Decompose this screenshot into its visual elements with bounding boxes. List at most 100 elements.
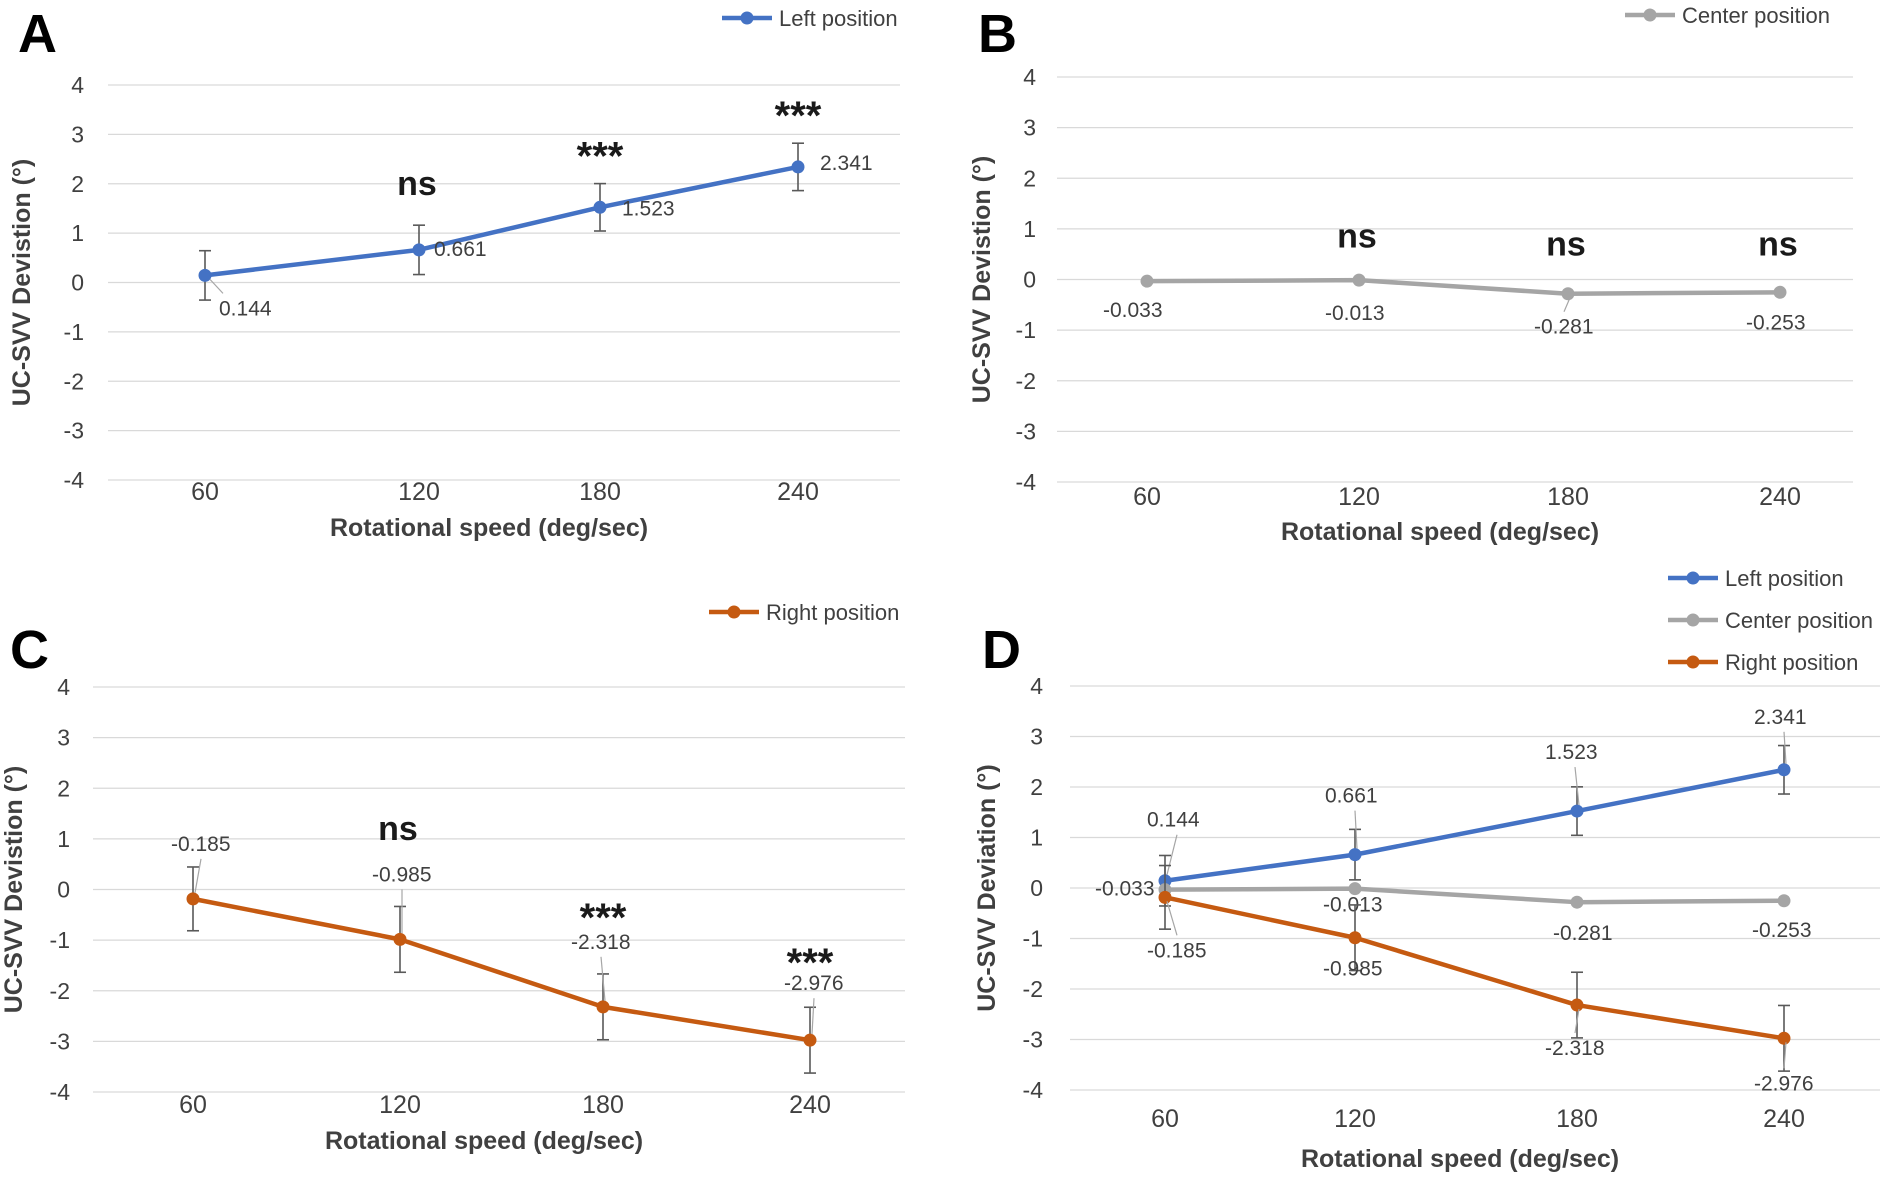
y-tick-label: 4 — [57, 674, 70, 700]
data-point — [1570, 998, 1584, 1012]
data-point — [1777, 1031, 1791, 1045]
legend: Left position Center position Right positi… — [1668, 566, 1873, 675]
data-label: 0.661 — [434, 238, 487, 261]
label-leader-line — [1783, 731, 1787, 764]
data-point — [393, 932, 407, 946]
panel-label: D — [982, 620, 1021, 680]
label-leader-line — [1574, 1008, 1580, 1034]
data-point — [803, 1033, 817, 1047]
y-tick-label: -3 — [64, 418, 84, 444]
y-tick-label: 3 — [1023, 115, 1036, 141]
y-tick-label: -1 — [1016, 317, 1036, 343]
y-tick-label: -1 — [50, 927, 70, 953]
label-leader-line — [1783, 1042, 1787, 1069]
legend-swatch-marker — [1643, 8, 1657, 22]
data-point — [1140, 274, 1154, 288]
data-point — [1777, 894, 1791, 908]
x-axis-title: Rotational speed (deg/sec) — [325, 1127, 643, 1155]
series-line — [204, 164, 799, 278]
y-tick-label: 4 — [71, 72, 84, 98]
data-point — [1352, 273, 1366, 287]
legend: Right position — [709, 600, 899, 625]
y-tick-label: -4 — [1023, 1077, 1044, 1103]
data-label: 2.341 — [1754, 706, 1807, 729]
x-axis-title: Rotational speed (deg/sec) — [330, 514, 648, 542]
x-tick-label: 180 — [579, 478, 621, 506]
series-line — [192, 896, 811, 1043]
data-label: -2.976 — [784, 972, 844, 995]
label-leader-line — [1166, 834, 1178, 875]
data-label: -0.985 — [372, 863, 432, 886]
x-axis-title: Rotational speed (deg/sec) — [1281, 518, 1599, 546]
legend-swatch-marker — [1686, 571, 1700, 585]
y-tick-label: 1 — [57, 826, 70, 852]
y-axis-title: UC-SVV Deviation (°) — [973, 764, 1001, 1012]
data-label: -0.281 — [1534, 316, 1594, 339]
data-label: -2.976 — [1754, 1072, 1814, 1095]
y-tick-label: -2 — [1016, 368, 1036, 394]
label-leader-line — [1574, 767, 1580, 806]
legend-label: Right position — [766, 600, 899, 625]
data-label: -0.185 — [1147, 939, 1207, 962]
data-point — [198, 268, 212, 282]
significance-ns: ns — [378, 810, 418, 848]
data-point — [1773, 285, 1787, 299]
panel-a: 4 3 2 1 0 -1 -2 -3 -4 60 120 180 240 Rotational speed… — [8, 4, 900, 542]
data-point — [1158, 890, 1172, 904]
significance-stars: *** — [787, 941, 834, 985]
data-label: 2.341 — [820, 152, 873, 175]
legend-label: Center position — [1725, 608, 1873, 633]
label-leader-line — [811, 998, 815, 1035]
y-tick-label: 0 — [71, 270, 84, 296]
y-tick-label: -2 — [64, 368, 84, 394]
x-tick-label: 240 — [789, 1091, 831, 1119]
data-point — [1570, 804, 1584, 818]
significance-ns: ns — [397, 165, 437, 203]
y-axis-title: UC-SVV Devistion (°) — [968, 156, 996, 404]
x-tick-label: 240 — [1759, 483, 1801, 511]
y-tick-label: 3 — [57, 725, 70, 751]
significance-ns: ns — [1546, 226, 1586, 264]
y-tick-label: 2 — [1030, 774, 1043, 800]
significance-stars: *** — [577, 135, 624, 179]
legend-swatch-marker — [1686, 613, 1700, 627]
y-tick-label: 3 — [1030, 724, 1043, 750]
data-label: -0.033 — [1103, 299, 1163, 322]
y-tick-label: -2 — [1023, 976, 1043, 1002]
data-label: -0.281 — [1553, 922, 1613, 945]
significance-ns: ns — [1758, 226, 1798, 264]
y-tick-label: -3 — [1016, 418, 1036, 444]
data-point — [1348, 848, 1362, 862]
x-tick-label: 240 — [1763, 1105, 1805, 1133]
significance-ns: ns — [1337, 218, 1377, 256]
label-leader-line — [194, 858, 202, 893]
panel-label: A — [18, 4, 57, 64]
y-tick-label: -3 — [50, 1028, 70, 1054]
x-tick-label: 180 — [1556, 1105, 1598, 1133]
panel-label: B — [978, 4, 1017, 64]
x-tick-label: 120 — [379, 1091, 421, 1119]
y-tick-label: -3 — [1023, 1027, 1043, 1053]
data-label: -2.318 — [1545, 1037, 1605, 1060]
legend: Left position — [722, 6, 898, 31]
data-point — [1777, 763, 1791, 777]
data-label: 1.523 — [622, 197, 675, 220]
data-point — [1348, 931, 1362, 945]
panel-c: 4 3 2 1 0 -1 -2 -3 -4 60 120 180 240 Rotational speed… — [0, 600, 905, 1155]
data-label: 1.523 — [1545, 741, 1598, 764]
legend-label: Left position — [779, 6, 898, 31]
series-line — [1164, 767, 1785, 883]
series-line — [1164, 895, 1785, 1041]
significance-stars: *** — [580, 896, 627, 940]
label-leader-line — [1354, 810, 1358, 849]
x-tick-label: 240 — [777, 478, 819, 506]
data-label: -0.185 — [171, 833, 231, 856]
legend-swatch-marker — [740, 11, 754, 25]
y-tick-label: -1 — [64, 319, 84, 345]
data-point — [596, 1000, 610, 1014]
y-tick-label: 3 — [71, 121, 84, 147]
y-tick-label: 1 — [1023, 216, 1036, 242]
label-leader-line — [209, 278, 224, 294]
label-leader-line — [1166, 901, 1178, 936]
data-point — [1561, 287, 1575, 301]
